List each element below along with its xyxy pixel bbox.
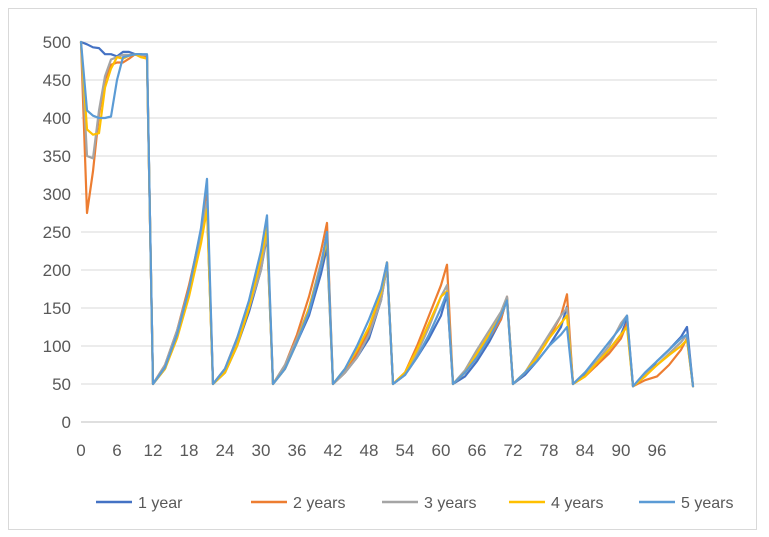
x-tick-label: 12 [144, 441, 163, 460]
series-line-3-years [79, 40, 695, 388]
y-tick-label: 100 [43, 337, 71, 356]
legend-label: 5 years [681, 495, 733, 512]
series-line-5-years [79, 40, 695, 388]
y-axis-ticks: 0 50 100 150 200 250 300 350 400 450 500 [43, 33, 71, 432]
gridlines [81, 41, 717, 423]
y-tick-label: 250 [43, 223, 71, 242]
x-tick-label: 18 [180, 441, 199, 460]
y-tick-label: 50 [52, 375, 71, 394]
y-tick-label: 450 [43, 71, 71, 90]
y-tick-label: 300 [43, 185, 71, 204]
x-tick-label: 78 [540, 441, 559, 460]
x-tick-label: 72 [504, 441, 523, 460]
x-tick-label: 84 [576, 441, 595, 460]
legend-label: 1 year [138, 495, 183, 512]
x-tick-label: 24 [216, 441, 235, 460]
y-tick-label: 400 [43, 109, 71, 128]
x-tick-label: 6 [112, 441, 121, 460]
x-tick-label: 42 [324, 441, 343, 460]
x-axis-ticks: 0 6 12 18 24 30 36 42 48 54 60 66 72 78 84 90 96 [76, 441, 666, 460]
x-tick-label: 96 [648, 441, 667, 460]
legend-item: 2 years [251, 495, 345, 512]
legend-item: 4 years [509, 495, 603, 512]
legend: 1 year 2 years 3 years 4 years 5 years [96, 495, 733, 512]
line-chart: 0 50 100 150 200 250 300 350 400 450 500 0 6 12 18 24 3… [43, 33, 734, 512]
y-tick-label: 0 [62, 413, 71, 432]
x-tick-label: 0 [76, 441, 85, 460]
y-tick-label: 200 [43, 261, 71, 280]
series-line-4-years [79, 40, 695, 388]
series-line-1-year [79, 40, 695, 388]
y-tick-label: 500 [43, 33, 71, 52]
y-tick-label: 150 [43, 299, 71, 318]
x-tick-label: 66 [468, 441, 487, 460]
x-tick-label: 54 [396, 441, 415, 460]
series-lines [79, 40, 695, 388]
chart-frame: 0 50 100 150 200 250 300 350 400 450 500 0 6 12 18 24 3… [8, 8, 757, 530]
legend-label: 3 years [424, 495, 476, 512]
x-tick-label: 48 [360, 441, 379, 460]
x-tick-label: 60 [432, 441, 451, 460]
legend-item: 3 years [382, 495, 476, 512]
legend-item: 5 years [639, 495, 733, 512]
legend-label: 2 years [293, 495, 345, 512]
legend-label: 4 years [551, 495, 603, 512]
x-tick-label: 30 [252, 441, 271, 460]
series-line-2-years [79, 40, 695, 388]
legend-item: 1 year [96, 495, 183, 512]
x-tick-label: 36 [288, 441, 307, 460]
x-tick-label: 90 [612, 441, 631, 460]
y-tick-label: 350 [43, 147, 71, 166]
